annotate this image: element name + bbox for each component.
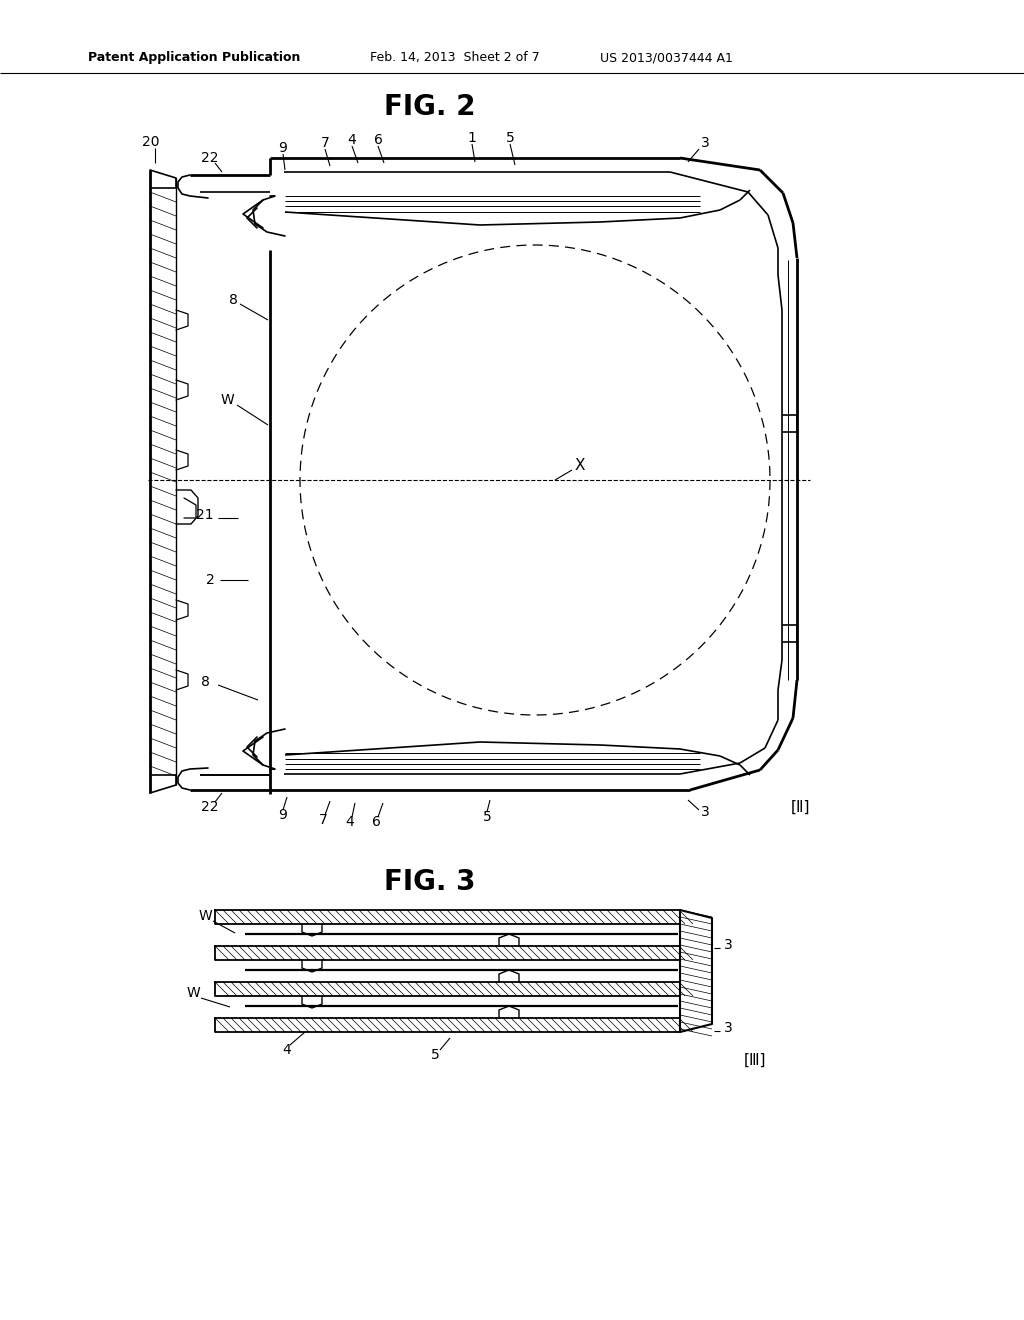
Text: W: W (186, 986, 200, 1001)
Text: US 2013/0037444 A1: US 2013/0037444 A1 (600, 51, 733, 65)
Text: 2: 2 (206, 573, 214, 587)
Text: FIG. 3: FIG. 3 (384, 869, 476, 896)
Text: W: W (198, 909, 212, 923)
Text: Feb. 14, 2013  Sheet 2 of 7: Feb. 14, 2013 Sheet 2 of 7 (370, 51, 540, 65)
Text: 20: 20 (142, 135, 160, 149)
Text: [Ⅲ]: [Ⅲ] (743, 1052, 766, 1068)
Text: 1: 1 (468, 131, 476, 145)
Text: 22: 22 (202, 800, 219, 814)
Text: 3: 3 (700, 805, 710, 818)
Text: X: X (574, 458, 586, 473)
Text: 5: 5 (482, 810, 492, 824)
Text: 3: 3 (724, 1020, 732, 1035)
Text: 5: 5 (506, 131, 514, 145)
Text: 4: 4 (346, 814, 354, 829)
Text: 4: 4 (347, 133, 356, 147)
Text: 4: 4 (283, 1043, 292, 1057)
Text: W: W (220, 393, 233, 407)
Text: FIG. 2: FIG. 2 (384, 92, 476, 121)
Text: 9: 9 (279, 808, 288, 822)
Text: [Ⅱ]: [Ⅱ] (791, 800, 810, 814)
Text: 9: 9 (279, 141, 288, 154)
Text: 6: 6 (374, 133, 382, 147)
Text: 3: 3 (700, 136, 710, 150)
Text: 3: 3 (724, 939, 732, 952)
Text: 6: 6 (372, 814, 381, 829)
Text: 21: 21 (197, 508, 214, 521)
Text: 7: 7 (321, 136, 330, 150)
Text: 8: 8 (201, 675, 210, 689)
Text: 7: 7 (318, 813, 328, 828)
Text: 8: 8 (228, 293, 238, 308)
Text: Patent Application Publication: Patent Application Publication (88, 51, 300, 65)
Text: 5: 5 (431, 1048, 439, 1063)
Text: 22: 22 (202, 150, 219, 165)
